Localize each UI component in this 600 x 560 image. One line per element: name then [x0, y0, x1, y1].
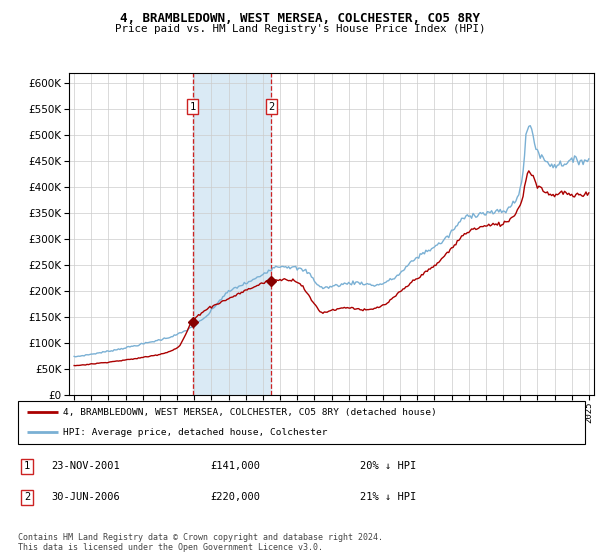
Text: £141,000: £141,000	[210, 461, 260, 472]
Text: Contains HM Land Registry data © Crown copyright and database right 2024.: Contains HM Land Registry data © Crown c…	[18, 533, 383, 542]
Text: 4, BRAMBLEDOWN, WEST MERSEA, COLCHESTER, CO5 8RY: 4, BRAMBLEDOWN, WEST MERSEA, COLCHESTER,…	[120, 12, 480, 25]
Text: 2: 2	[268, 101, 275, 111]
Text: HPI: Average price, detached house, Colchester: HPI: Average price, detached house, Colc…	[64, 427, 328, 437]
Text: 1: 1	[190, 101, 196, 111]
Bar	[193, 73, 271, 395]
Text: 30-JUN-2006: 30-JUN-2006	[51, 492, 120, 502]
Text: 1: 1	[24, 461, 30, 472]
Text: 21% ↓ HPI: 21% ↓ HPI	[360, 492, 416, 502]
Text: This data is licensed under the Open Government Licence v3.0.: This data is licensed under the Open Gov…	[18, 543, 323, 552]
Text: Price paid vs. HM Land Registry's House Price Index (HPI): Price paid vs. HM Land Registry's House …	[115, 24, 485, 34]
Text: £220,000: £220,000	[210, 492, 260, 502]
Text: 23-NOV-2001: 23-NOV-2001	[51, 461, 120, 472]
Text: 2: 2	[24, 492, 30, 502]
Text: 20% ↓ HPI: 20% ↓ HPI	[360, 461, 416, 472]
Text: 4, BRAMBLEDOWN, WEST MERSEA, COLCHESTER, CO5 8RY (detached house): 4, BRAMBLEDOWN, WEST MERSEA, COLCHESTER,…	[64, 408, 437, 417]
